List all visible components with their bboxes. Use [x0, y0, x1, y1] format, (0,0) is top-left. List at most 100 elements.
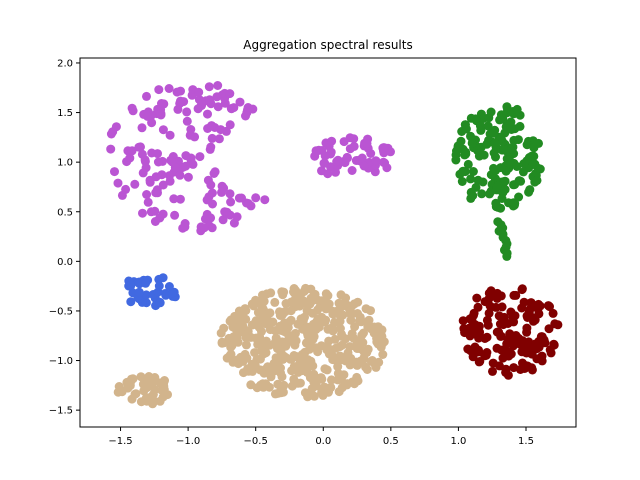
data-point — [467, 325, 477, 335]
data-point — [213, 81, 223, 90]
data-point — [255, 332, 265, 342]
data-point — [217, 187, 226, 197]
data-point — [488, 366, 497, 376]
data-point — [532, 175, 542, 185]
data-point — [349, 141, 359, 151]
data-point — [326, 382, 336, 392]
data-point — [502, 251, 512, 261]
data-point — [352, 360, 362, 370]
data-point — [366, 149, 376, 158]
data-point — [512, 162, 522, 171]
data-point — [451, 150, 461, 160]
data-point — [467, 138, 477, 148]
data-point — [121, 184, 131, 194]
data-point — [130, 179, 140, 189]
data-point — [111, 122, 121, 132]
data-point — [357, 153, 367, 163]
data-point — [206, 142, 216, 152]
data-point — [235, 97, 245, 107]
y-tick-label: −1.0 — [49, 356, 73, 367]
data-point — [214, 134, 224, 144]
data-point — [271, 333, 281, 343]
data-point — [287, 366, 297, 376]
data-point — [169, 194, 179, 204]
data-point — [341, 293, 351, 303]
data-point — [518, 336, 527, 346]
data-point — [140, 155, 150, 165]
data-point — [134, 142, 144, 152]
data-point — [514, 176, 524, 186]
data-point — [290, 340, 300, 350]
data-point — [509, 290, 519, 300]
data-point — [347, 166, 357, 175]
data-point — [345, 358, 355, 368]
data-point — [331, 167, 340, 177]
y-tick-label: 0.5 — [57, 207, 73, 218]
data-point — [142, 91, 151, 101]
data-point — [373, 322, 383, 332]
data-point — [225, 189, 235, 199]
data-point — [185, 130, 195, 140]
data-point — [379, 157, 388, 167]
data-point — [312, 316, 322, 326]
data-point — [495, 319, 505, 329]
data-point — [527, 365, 537, 375]
data-point — [241, 332, 251, 342]
data-point — [154, 85, 164, 95]
data-point — [257, 346, 267, 356]
data-point — [217, 338, 227, 348]
data-point — [311, 147, 321, 157]
data-point — [110, 167, 119, 177]
y-tick-label: 0.0 — [57, 257, 73, 268]
data-point — [138, 208, 147, 218]
data-point — [308, 308, 318, 318]
data-point — [260, 195, 270, 205]
data-point — [357, 330, 367, 340]
data-point — [553, 320, 563, 330]
data-point — [204, 82, 214, 92]
data-point — [356, 317, 366, 327]
data-point — [136, 372, 146, 382]
data-point — [199, 223, 209, 233]
data-point — [499, 145, 509, 155]
data-point — [333, 155, 343, 165]
data-point — [158, 180, 168, 190]
data-point — [126, 297, 136, 307]
data-point — [308, 361, 318, 371]
data-point — [334, 298, 344, 308]
data-point — [277, 372, 287, 382]
data-point — [157, 170, 167, 180]
data-point — [165, 130, 175, 140]
data-point — [126, 280, 136, 290]
y-tick-label: −0.5 — [49, 306, 73, 317]
data-point — [466, 174, 476, 184]
data-point — [324, 141, 334, 151]
data-point — [489, 163, 498, 173]
data-point — [468, 352, 478, 362]
x-axis: −1.5 −1.0 −0.5 0.0 0.5 1.0 1.5 — [108, 427, 534, 447]
data-point — [293, 319, 303, 329]
data-point — [164, 282, 174, 291]
data-point — [258, 290, 267, 300]
data-point — [243, 199, 253, 208]
data-point — [349, 134, 359, 144]
data-point — [468, 167, 478, 176]
data-point — [457, 177, 467, 186]
data-point — [350, 322, 360, 332]
data-point — [225, 351, 235, 361]
data-point — [113, 178, 123, 188]
data-point — [345, 306, 355, 316]
y-tick-label: −1.5 — [49, 406, 73, 417]
x-tick-label: −1.0 — [176, 436, 200, 447]
data-point — [298, 296, 308, 306]
data-point — [530, 339, 540, 349]
data-point — [278, 354, 288, 364]
data-point — [299, 364, 309, 374]
data-point — [349, 299, 359, 309]
y-axis: −1.5 −1.0 −0.5 0.0 0.5 1.0 1.5 2.0 — [49, 58, 80, 417]
data-point — [341, 334, 351, 344]
data-point — [167, 157, 177, 167]
data-point — [346, 315, 356, 325]
data-point — [349, 379, 359, 389]
